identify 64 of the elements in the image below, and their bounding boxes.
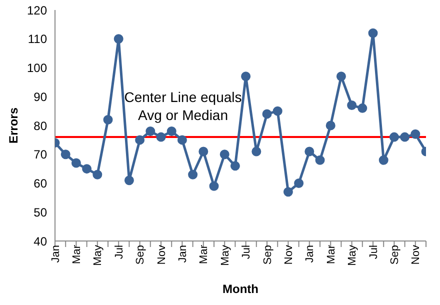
point xyxy=(252,146,262,156)
x-tick-label: Jul xyxy=(113,245,126,260)
point xyxy=(326,120,336,130)
point xyxy=(272,106,282,116)
x-tick-label: Jan xyxy=(304,245,316,263)
point xyxy=(166,126,176,136)
x-tick-label: Jan xyxy=(50,245,62,263)
y-axis-title: Errors xyxy=(6,107,20,144)
point xyxy=(198,146,208,156)
point xyxy=(209,181,219,191)
point xyxy=(389,132,399,142)
x-tick-label: Jul xyxy=(240,245,253,260)
x-tick-label: Nov xyxy=(283,244,296,265)
point xyxy=(103,114,113,124)
y-tick-label: 90 xyxy=(34,90,48,104)
point xyxy=(358,103,368,113)
point xyxy=(177,135,187,145)
y-tick-label: 100 xyxy=(26,61,48,76)
point xyxy=(146,126,156,136)
x-tick-label: Jan xyxy=(177,245,190,263)
point xyxy=(400,132,410,142)
x-tick-label: Jul xyxy=(368,245,380,260)
point xyxy=(114,34,124,44)
point xyxy=(241,72,251,82)
point xyxy=(315,155,325,165)
point xyxy=(135,135,145,145)
point xyxy=(82,164,92,174)
x-axis-title: Month xyxy=(222,282,258,296)
x-tick-label: Sep xyxy=(134,245,147,265)
y-tick-label: 120 xyxy=(26,3,48,18)
x-tick-label: Mar xyxy=(325,244,338,264)
x-tick-label: Nov xyxy=(156,244,168,265)
point xyxy=(304,146,314,156)
point xyxy=(283,187,293,197)
y-tick-label: 60 xyxy=(34,176,48,191)
point xyxy=(124,176,134,186)
point xyxy=(262,109,272,119)
x-tick-label: Mar xyxy=(198,244,210,264)
point xyxy=(410,129,420,139)
point xyxy=(92,170,102,180)
x-tick-label: Nov xyxy=(410,244,422,265)
x-tick-label: May xyxy=(92,244,104,266)
point xyxy=(188,170,198,180)
point xyxy=(60,150,70,160)
x-tick-label: Sep xyxy=(389,245,402,265)
y-tick-label: 40 xyxy=(34,234,48,248)
x-tick-label: Sep xyxy=(262,245,274,265)
point xyxy=(71,158,81,168)
y-tick-label: 50 xyxy=(34,205,48,220)
x-tick-label: May xyxy=(346,244,359,266)
y-tick-label: 70 xyxy=(34,148,48,162)
point xyxy=(347,100,357,110)
y-tick-label: 110 xyxy=(28,32,48,46)
point xyxy=(156,132,166,142)
y-tick-label: 80 xyxy=(34,118,48,133)
annotation: Center Line equals Avg or Median xyxy=(123,88,243,124)
point xyxy=(230,161,240,171)
x-tick-label: Mar xyxy=(71,244,84,264)
point xyxy=(294,178,304,188)
point xyxy=(336,72,346,82)
point xyxy=(368,28,378,38)
point xyxy=(378,155,388,165)
x-tick-label: May xyxy=(219,244,232,266)
point xyxy=(220,150,230,160)
